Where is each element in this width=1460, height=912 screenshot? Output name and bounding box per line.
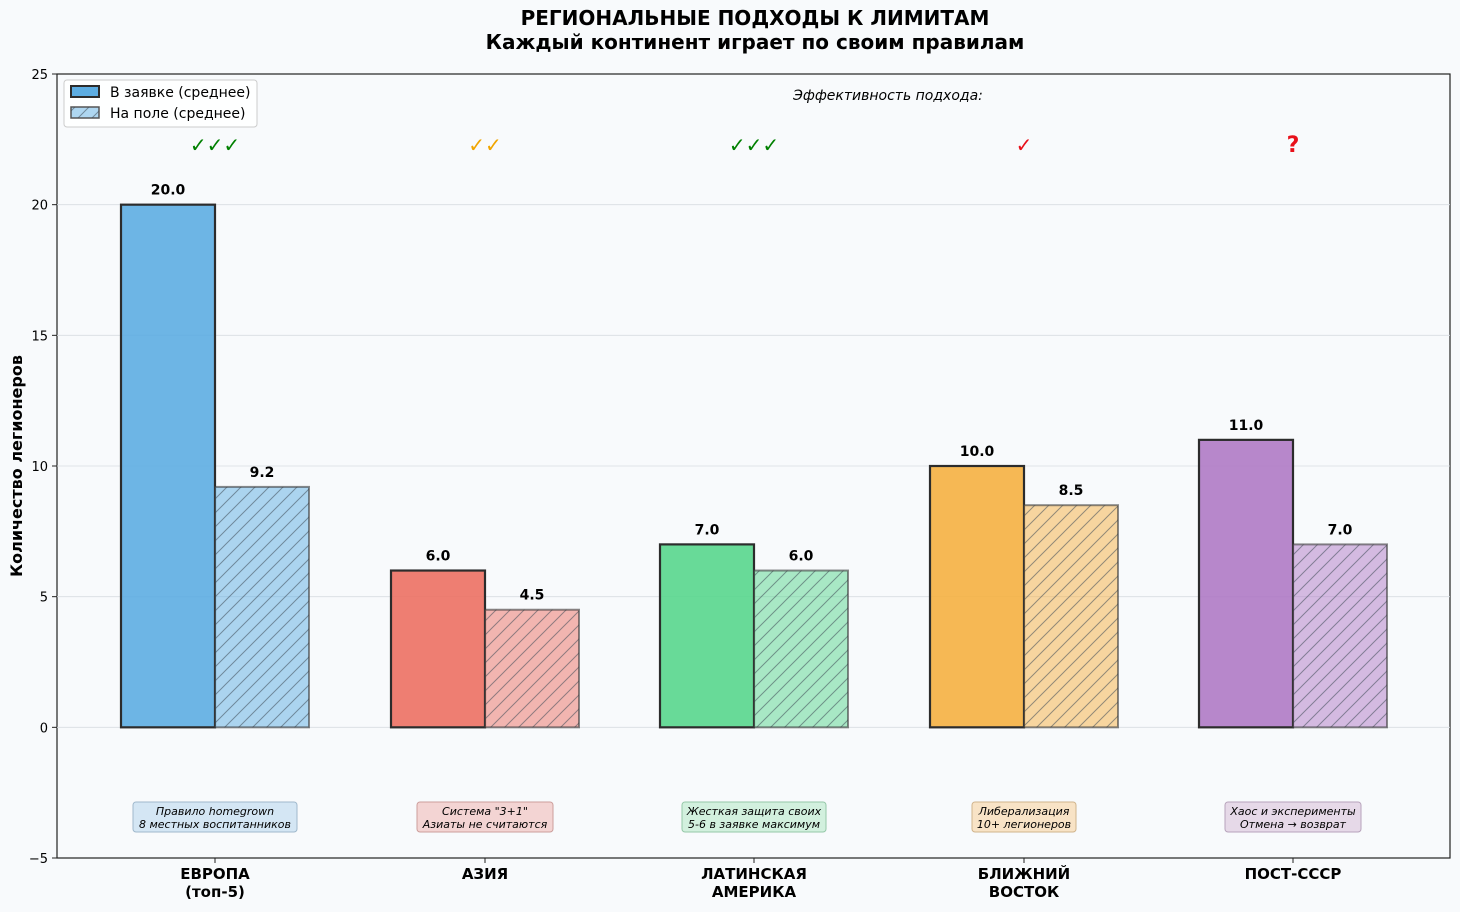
region-note-box <box>681 801 827 833</box>
y-tick-label: 20 <box>31 199 48 214</box>
x-tick-label-line: ЛАТИНСКАЯ <box>701 865 807 883</box>
value-label: 8.5 <box>1059 483 1084 499</box>
x-tick-label-line: БЛИЖНИЙ <box>978 864 1070 883</box>
y-tick-label: −5 <box>29 852 48 867</box>
region-note-text: Либерализация <box>978 805 1070 818</box>
region-note-text: Хаос и эксперименты <box>1229 805 1356 818</box>
bar-onfield-hatch <box>214 485 310 729</box>
y-tick-label: 15 <box>31 329 48 344</box>
value-label: 7.0 <box>695 522 720 538</box>
bar-submitted <box>928 464 1026 729</box>
bar-onfield-hatch <box>1023 504 1119 729</box>
bar-onfield-hatch <box>753 569 849 729</box>
x-tick-label-line: (топ-5) <box>185 883 245 901</box>
effectiveness-mark: ✓✓ <box>468 133 502 157</box>
x-tick-label-line: ВОСТОК <box>989 883 1060 901</box>
x-tick-label: ПОСТ-СССР <box>1245 865 1342 883</box>
value-label: 11.0 <box>1229 418 1264 434</box>
region-note-box <box>1224 801 1362 833</box>
y-tick-label: 10 <box>31 460 48 475</box>
effectiveness-mark: ✓ <box>1016 133 1033 157</box>
region-note-text: Отмена → возврат <box>1240 818 1347 831</box>
legend: В заявке (среднее) На поле (среднее) <box>63 79 258 128</box>
x-tick-label-line: ЕВРОПА <box>180 865 250 883</box>
region-note-text: Система "3+1" <box>442 805 528 818</box>
bar-onfield-hatch <box>484 608 580 729</box>
region-note-text: 10+ легионеров <box>977 818 1071 831</box>
legend-label-onfield: На поле (среднее) <box>110 106 245 122</box>
legend-label-submitted: В заявке (среднее) <box>110 85 250 101</box>
value-label: 7.0 <box>1328 522 1353 538</box>
value-label: 9.2 <box>250 465 275 481</box>
effectiveness-mark: ? <box>1287 133 1300 158</box>
region-note-box <box>971 801 1077 833</box>
region-note-text: Правило homegrown <box>156 805 274 818</box>
x-tick-label: АЗИЯ <box>462 865 508 883</box>
region-note-box <box>416 801 554 833</box>
legend-box <box>63 79 258 128</box>
x-tick-label-line: ПОСТ-СССР <box>1245 865 1342 883</box>
region-note-box <box>132 801 298 833</box>
bar-submitted <box>1197 438 1295 729</box>
y-tick-label: 25 <box>31 68 48 83</box>
x-tick-label: ЕВРОПА (топ-5) <box>180 865 250 901</box>
bar-submitted <box>389 569 487 729</box>
value-labels: 20.0 9.2 6.0 4.5 7.0 6.0 10.0 8.5 11.0 7.0 <box>151 183 1353 604</box>
y-axis-label: Количество легионеров <box>7 355 26 577</box>
bar-onfield-hatch <box>1292 543 1388 729</box>
legend-swatch-submitted <box>70 85 100 98</box>
effectiveness-mark: ✓✓✓ <box>729 133 779 157</box>
value-label: 4.5 <box>520 588 545 604</box>
effectiveness-marks: ✓✓✓ ✓✓ ✓✓✓ ✓? <box>190 133 1300 158</box>
value-label: 10.0 <box>960 444 995 460</box>
effectiveness-mark: ✓✓✓ <box>190 133 240 157</box>
region-note-text: Азиаты не считаются <box>422 818 548 831</box>
chart-subtitle: Каждый континент играет по своим правила… <box>486 30 1025 54</box>
legend-swatch-onfield-hatch <box>71 107 99 118</box>
value-label: 20.0 <box>151 183 186 199</box>
y-tick-label: 0 <box>40 721 48 736</box>
region-note-text: Жесткая защита своих <box>686 805 822 818</box>
x-tick-label: БЛИЖНИЙ ВОСТОК <box>978 864 1070 901</box>
y-tick-label: 5 <box>40 591 48 606</box>
value-label: 6.0 <box>426 549 451 565</box>
region-note-text: 5-6 в заявке максимум <box>688 818 820 831</box>
value-label: 6.0 <box>789 549 814 565</box>
x-tick-label: ЛАТИНСКАЯ АМЕРИКА <box>701 865 807 901</box>
region-note-text: 8 местных воспитанников <box>139 818 291 831</box>
x-tick-label-line: АЗИЯ <box>462 865 508 883</box>
bar-submitted <box>119 203 217 729</box>
bars <box>119 203 1388 729</box>
bar-submitted <box>658 543 756 729</box>
x-tick-label-line: АМЕРИКА <box>712 883 797 901</box>
y-axis: −5 0 5 10 15 20 25 <box>29 68 57 867</box>
x-axis: ЕВРОПА (топ-5) АЗИЯ ЛАТИНСКАЯ АМЕРИКА БЛИЖНИЙ… <box>180 858 1341 901</box>
effectiveness-header: Эффективность подхода: <box>792 88 983 104</box>
chart-title: РЕГИОНАЛЬНЫЕ ПОДХОДЫ К ЛИМИТАМ <box>521 6 990 30</box>
